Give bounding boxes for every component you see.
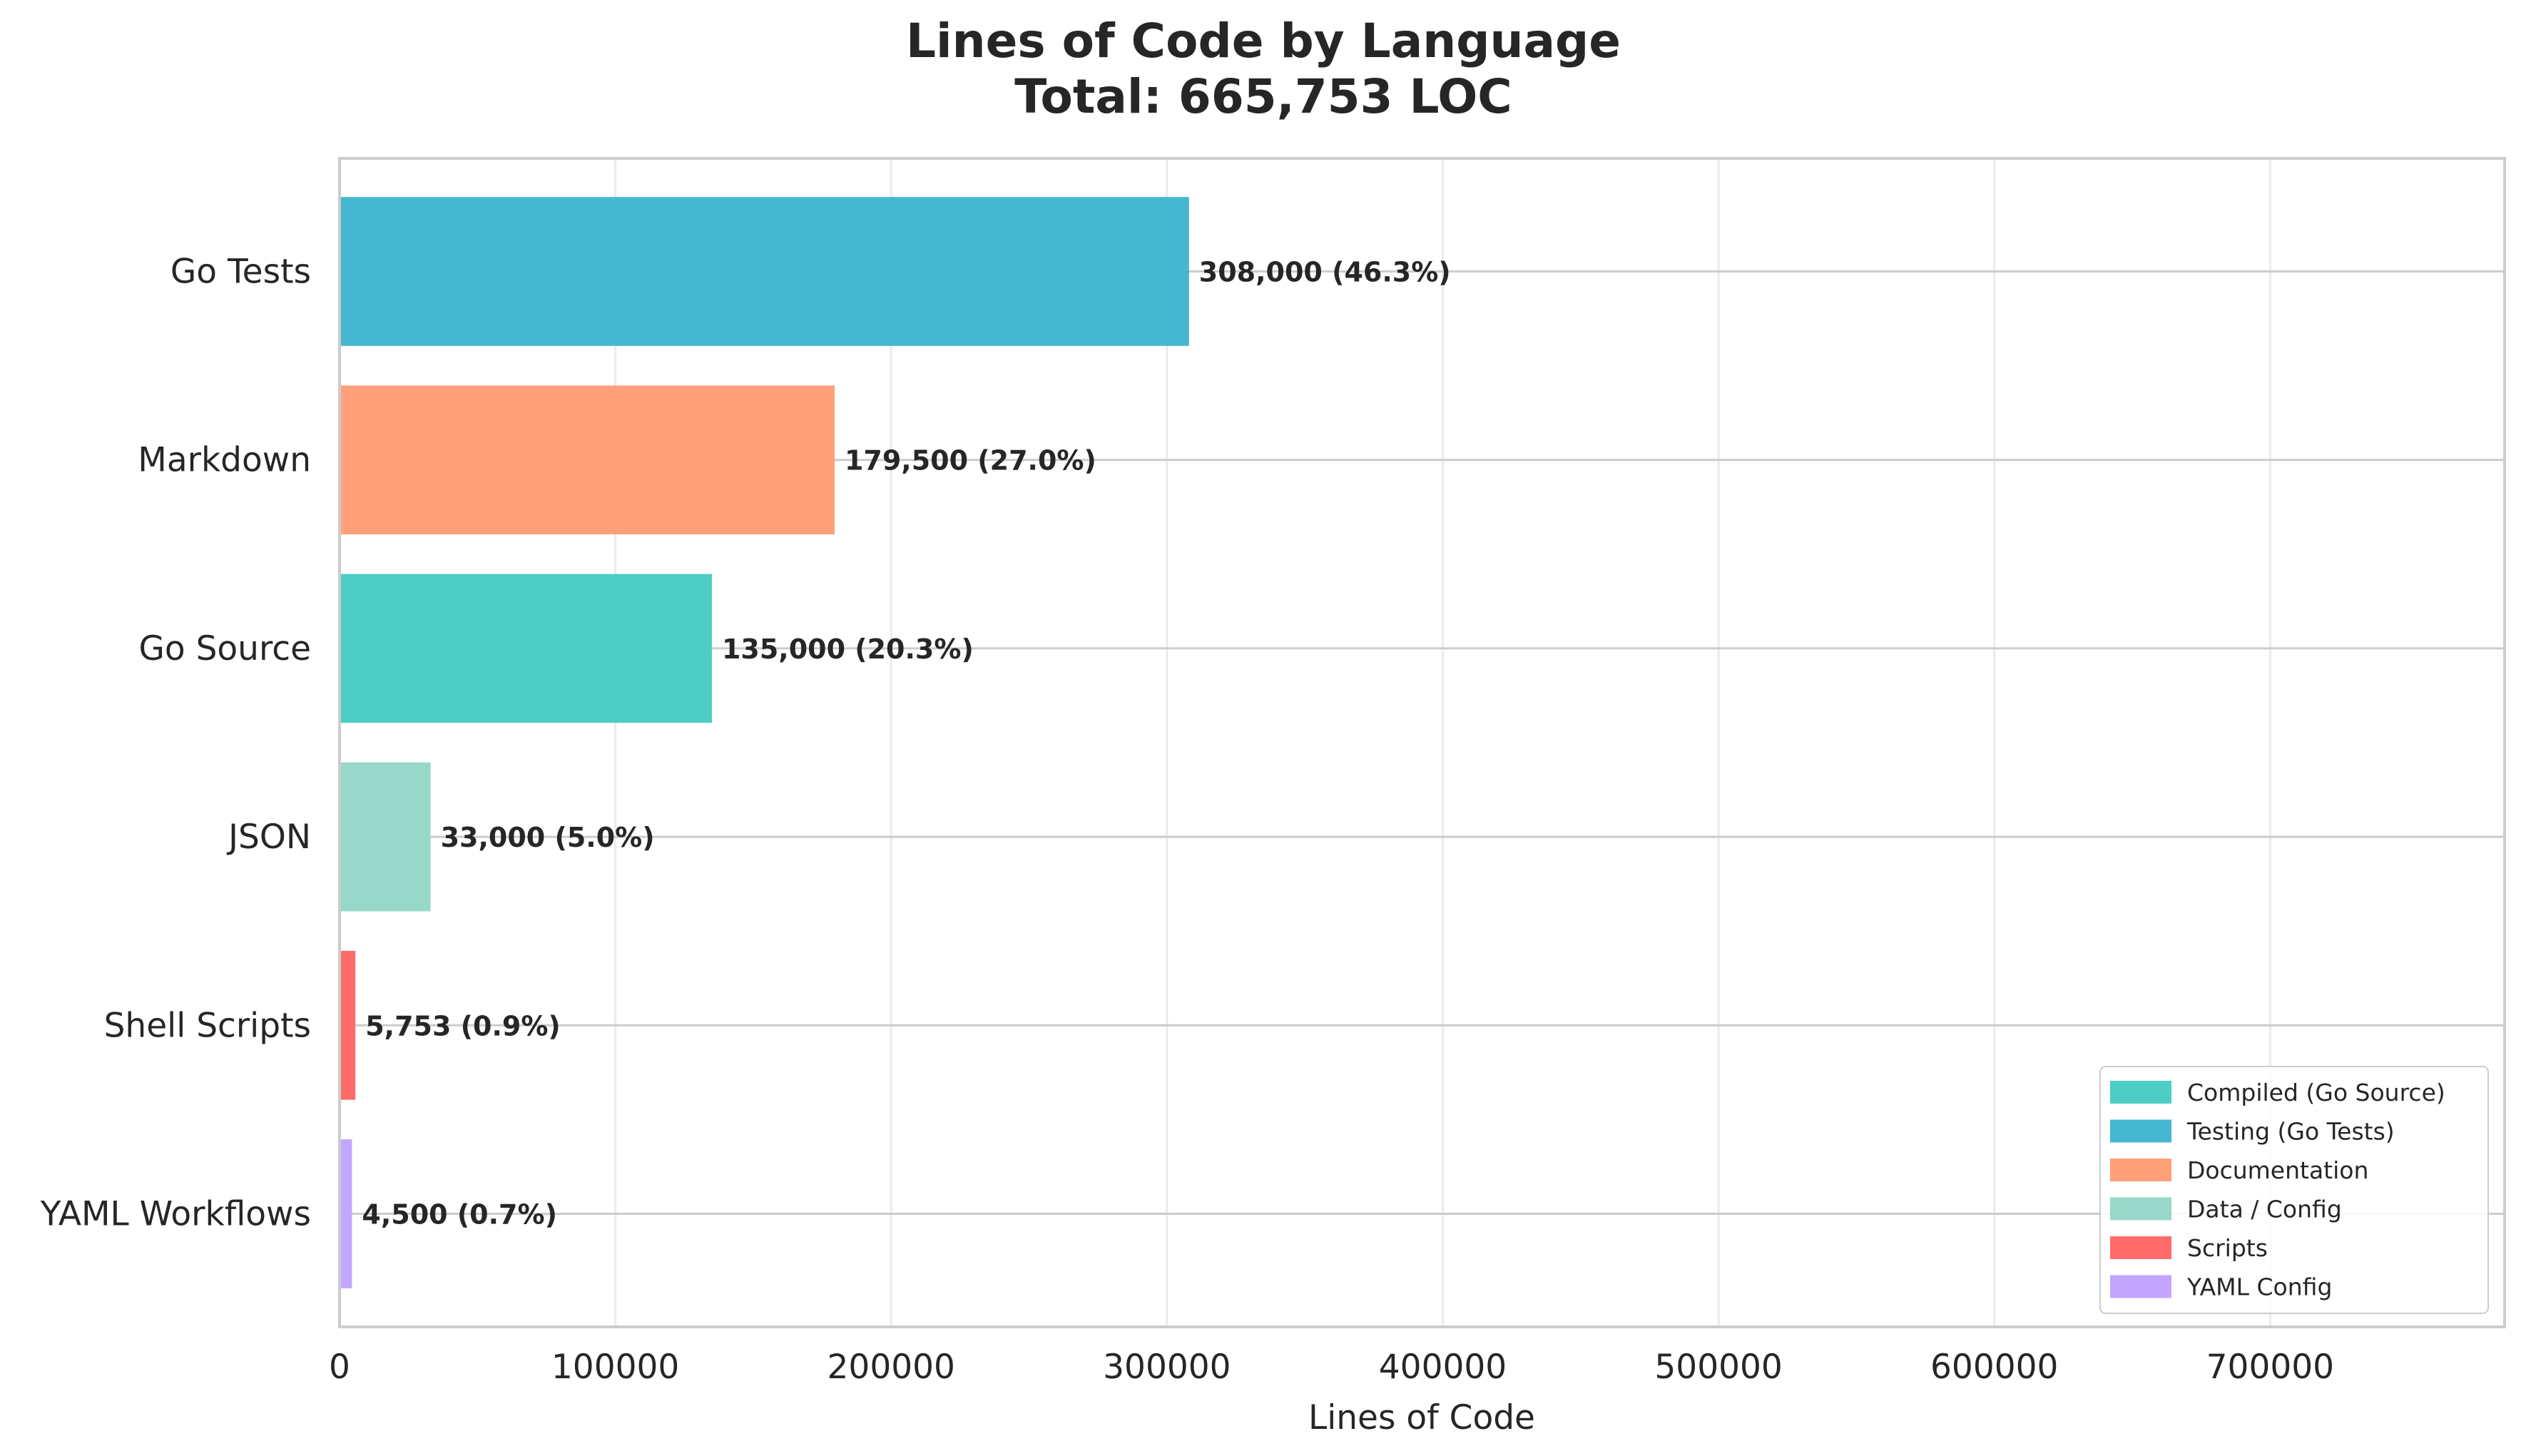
x-tick-label: 400000 (1379, 1348, 1507, 1387)
data-label: 179,500 (27.0%) (845, 445, 1096, 477)
bar (340, 574, 712, 723)
bar (340, 197, 1189, 346)
x-tick-label: 0 (329, 1348, 350, 1387)
bar (340, 950, 356, 1100)
bar (340, 385, 835, 535)
y-tick-label: Go Source (138, 629, 311, 668)
legend-swatch (2110, 1197, 2171, 1221)
x-tick-label: 700000 (2206, 1348, 2334, 1387)
data-label: 4,500 (0.7%) (362, 1198, 557, 1230)
legend: Compiled (Go Source) Testing (Go Tests) Do… (2099, 1066, 2489, 1314)
chart-title: Lines of Code by Language (906, 14, 1621, 68)
y-tick-label: Markdown (138, 441, 311, 480)
x-axis-label: Lines of Code (1308, 1398, 1535, 1437)
y-tick-label: Shell Scripts (104, 1006, 311, 1045)
legend-label: Compiled (Go Source) (2187, 1079, 2445, 1106)
x-tick-label: 100000 (551, 1348, 679, 1387)
legend-swatch (2110, 1159, 2171, 1181)
y-tick-label: Go Tests (170, 253, 311, 292)
legend-label: Data / Config (2187, 1196, 2342, 1223)
x-tick-label: 200000 (827, 1348, 955, 1387)
y-tick-label: JSON (226, 818, 311, 857)
legend-box (2099, 1066, 2489, 1314)
legend-swatch (2110, 1275, 2171, 1298)
legend-swatch (2110, 1119, 2171, 1143)
data-label: 308,000 (46.3%) (1199, 257, 1451, 288)
data-label: 33,000 (5.0%) (441, 822, 655, 853)
legend-swatch (2110, 1081, 2171, 1104)
bar (340, 762, 431, 912)
tick-layer: 0 100000 200000 300000 400000 500000 600000 700… (40, 253, 2334, 1387)
legend-label: YAML Config (2186, 1273, 2332, 1301)
x-tick-label: 500000 (1654, 1348, 1782, 1387)
legend-label: Scripts (2187, 1234, 2268, 1262)
x-tick-label: 600000 (1930, 1348, 2058, 1387)
legend-label: Documentation (2187, 1156, 2368, 1184)
y-tick-label: YAML Workflows (40, 1194, 311, 1233)
legend-label: Testing (Go Tests) (2186, 1118, 2395, 1146)
x-tick-label: 300000 (1103, 1348, 1231, 1387)
chart-subtitle: Total: 665,753 LOC (1014, 69, 1512, 124)
bar (340, 1139, 352, 1288)
data-label: 135,000 (20.3%) (722, 633, 974, 665)
bar-layer: 308,000 (46.3%) 179,500 (27.0%) 135,000 (2… (340, 197, 1451, 1288)
data-label: 5,753 (0.9%) (365, 1010, 561, 1042)
plot-frame (338, 157, 2506, 1328)
legend-swatch (2110, 1236, 2171, 1259)
